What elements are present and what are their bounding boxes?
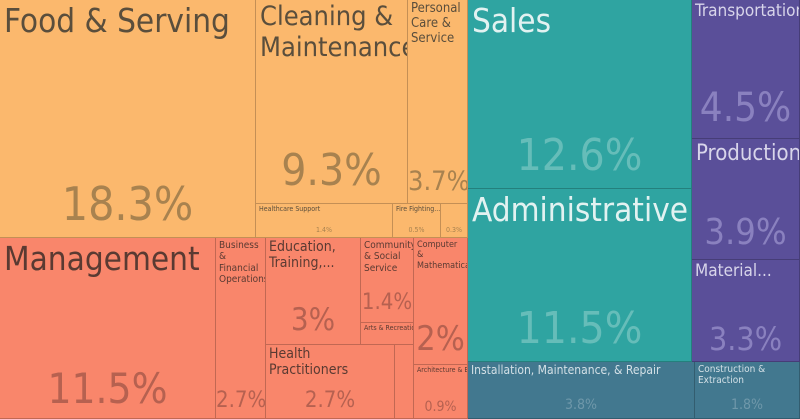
treemap-tile-unlabeled-13[interactable] [395, 345, 414, 419]
tile-value: 12.6% [516, 130, 643, 181]
treemap-tile-food-serving[interactable]: Food & Serving 18.3% [0, 0, 256, 238]
tile-value: 1.8% [731, 397, 763, 413]
tile-label: Cleaning & Maintenance [260, 1, 408, 63]
tile-value: 2.7% [216, 388, 266, 413]
treemap-tile-health-practitioners[interactable]: Health Practitioners 2.7% [266, 345, 395, 419]
tile-label: Health Practitioners [269, 346, 349, 378]
tile-value: 11.5% [47, 364, 168, 413]
tile-label: Arts & Recreation [364, 324, 414, 332]
treemap-tile-management[interactable]: Management 11.5% [0, 238, 216, 419]
tile-label: Education, Training,... [269, 239, 336, 271]
treemap-tile-sales[interactable]: Sales 12.6% [468, 0, 692, 189]
treemap-tile-healthcare-support[interactable]: Healthcare Support 1.4% [256, 204, 393, 238]
tile-label: Construction & Extraction [698, 364, 766, 387]
treemap-tile-architecture-engineering[interactable]: Architecture & Engineering 0.9% [414, 365, 468, 419]
treemap-tile-computer-mathematical[interactable]: Computer & Mathematical 2% [414, 238, 468, 365]
tile-value: 4.5% [699, 85, 792, 131]
tile-label: Fire Fighting... [396, 205, 441, 213]
tile-value: 0.3% [446, 226, 462, 234]
treemap-tile-material[interactable]: Material... 3.3% [692, 260, 800, 362]
tile-label: Production [696, 141, 800, 166]
tile-value: 3.9% [704, 212, 787, 253]
tile-value: 3.7% [408, 166, 468, 197]
tile-label: Healthcare Support [259, 205, 321, 213]
treemap-tile-cleaning-maintenance[interactable]: Cleaning & Maintenance 9.3% [256, 0, 408, 204]
tile-label: Architecture & Engineering [417, 366, 467, 374]
tile-value: 1.4% [361, 290, 413, 315]
treemap-tile-unlabeled-5[interactable]: 0.3% [441, 204, 468, 238]
treemap-tile-installation-maintenance-repair[interactable]: Installation, Maintenance, & Repair 3.8% [468, 362, 695, 419]
tile-label: Administrative [472, 190, 689, 229]
tile-label: Food & Serving [4, 1, 230, 40]
tile-label: Installation, Maintenance, & Repair [471, 363, 661, 377]
tile-value: 0.5% [408, 226, 425, 234]
tile-label: Management [4, 239, 200, 278]
tile-label: Business & Financial Operations [219, 240, 266, 286]
tile-value: 0.9% [424, 399, 457, 415]
treemap-tile-administrative[interactable]: Administrative 11.5% [468, 189, 692, 362]
treemap-tile-transportation[interactable]: Transportation 4.5% [692, 0, 800, 139]
tile-value: 2% [416, 319, 465, 359]
tile-label: Community & Social Service [364, 240, 414, 274]
treemap-tile-production[interactable]: Production 3.9% [692, 139, 800, 260]
tile-value: 18.3% [61, 177, 194, 231]
treemap-tile-community-social-service[interactable]: Community & Social Service 1.4% [361, 238, 414, 323]
tile-label: Material... [695, 261, 772, 281]
treemap-tile-education-training[interactable]: Education, Training,... 3% [266, 238, 361, 345]
treemap-tile-arts-recreation[interactable]: Arts & Recreation [361, 323, 414, 345]
treemap-tile-fire-fighting[interactable]: Fire Fighting... 0.5% [393, 204, 441, 238]
tile-label: Personal Care & Service [411, 1, 461, 46]
tile-value: 3.8% [565, 397, 597, 413]
treemap-tile-business-financial-operations[interactable]: Business & Financial Operations 2.7% [216, 238, 266, 419]
tile-label: Computer & Mathematical [417, 240, 468, 271]
tile-value: 9.3% [281, 145, 382, 196]
tile-value: 3% [290, 302, 336, 338]
tile-label: Sales [472, 1, 552, 40]
tile-value: 2.7% [304, 388, 356, 413]
tile-value: 11.5% [516, 303, 643, 354]
treemap-tile-construction-extraction[interactable]: Construction & Extraction 1.8% [695, 362, 800, 419]
tile-value: 1.4% [316, 226, 332, 234]
treemap-tile-personal-care-service[interactable]: Personal Care & Service 3.7% [408, 0, 468, 204]
tile-label: Transportation [695, 1, 800, 21]
tile-value: 3.3% [708, 320, 783, 358]
